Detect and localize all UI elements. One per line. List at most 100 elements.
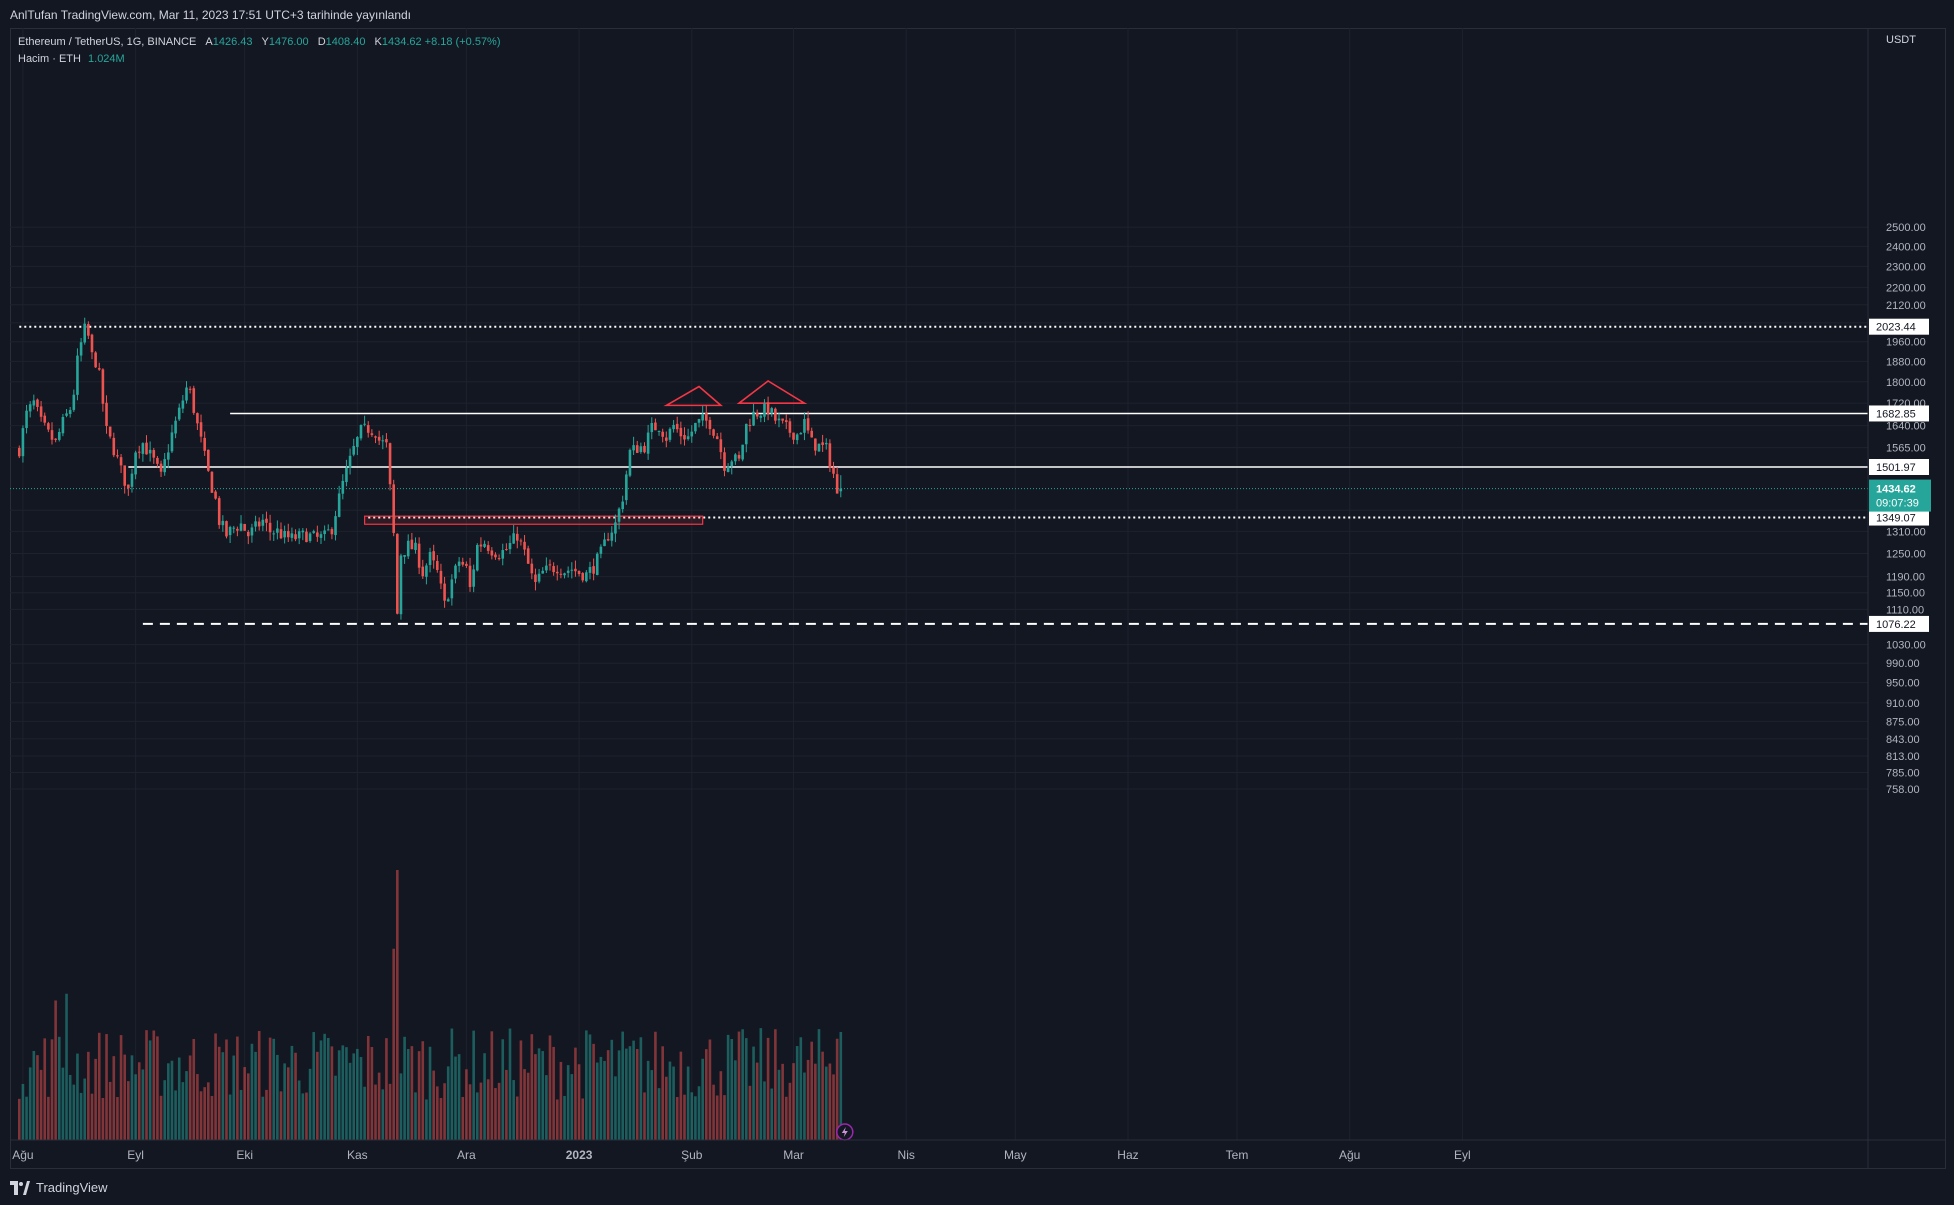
- price-tick-label: 2200.00: [1886, 282, 1926, 294]
- candle-body: [814, 438, 817, 451]
- volume-bar: [515, 1096, 519, 1140]
- volume-bar: [806, 1059, 810, 1140]
- volume-bar: [319, 1040, 323, 1140]
- candle-body: [588, 567, 592, 573]
- candle-body: [268, 522, 272, 533]
- candle-body: [254, 521, 257, 527]
- currency-label: USDT: [1886, 34, 1916, 46]
- candle-body: [835, 474, 839, 494]
- volume-bar: [334, 1075, 337, 1140]
- volume-bar: [297, 1080, 301, 1140]
- candle-body: [396, 533, 399, 614]
- candle-body: [806, 418, 810, 431]
- candle-body: [781, 418, 784, 421]
- candle-body: [457, 561, 461, 566]
- volume-bar: [454, 1056, 457, 1140]
- candle-body: [479, 544, 483, 547]
- volume-bar: [221, 1052, 225, 1140]
- volume-bar: [406, 1048, 410, 1140]
- volume-bar: [734, 1060, 737, 1140]
- volume-bar: [788, 1082, 792, 1140]
- candle-body: [21, 428, 25, 457]
- candle-body: [319, 534, 323, 538]
- level-price-label: 1349.07: [1876, 513, 1916, 525]
- candle-body: [839, 488, 843, 492]
- candle-body: [239, 523, 243, 531]
- price-tick-label: 1640.00: [1886, 421, 1926, 433]
- volume-bar: [316, 1051, 319, 1140]
- price-tick-label: 2120.00: [1886, 300, 1926, 312]
- candle-body: [654, 422, 657, 431]
- volume-bar: [177, 1057, 181, 1140]
- time-tick-label: Ağu: [1339, 1148, 1360, 1162]
- level-price-badge: [1869, 615, 1929, 632]
- volume-bar: [690, 1092, 694, 1140]
- volume-bar: [305, 1092, 308, 1140]
- price-tick-label: 1190.00: [1886, 572, 1925, 584]
- volume-bar: [585, 1030, 588, 1140]
- volume-bar: [665, 1076, 668, 1140]
- volume-bar: [370, 1047, 374, 1140]
- volume-bar: [817, 1029, 821, 1140]
- candle-body: [744, 423, 748, 445]
- level-price-badge: [1869, 458, 1929, 475]
- volume-bar: [512, 1080, 515, 1140]
- price-tick-label: 843.00: [1886, 734, 1920, 746]
- volume-bar: [537, 1048, 541, 1140]
- volume-label: Hacim · ETH: [18, 53, 81, 65]
- level-price-label: 1682.85: [1876, 408, 1916, 420]
- candle-body: [446, 599, 450, 602]
- candle-body: [432, 551, 435, 561]
- volume-bar: [290, 1045, 294, 1140]
- time-tick-label: Eki: [236, 1148, 253, 1162]
- candle-body: [465, 563, 468, 566]
- volume-bar: [588, 1034, 592, 1140]
- volume-bar: [701, 1058, 704, 1140]
- legend-volume-row: Hacim · ETH 1.024M: [18, 51, 501, 68]
- volume-bar: [523, 1069, 526, 1140]
- volume-bar: [39, 1069, 43, 1140]
- tradingview-logo-icon: [10, 1180, 30, 1195]
- candle-body: [599, 546, 603, 554]
- volume-bar: [530, 1034, 534, 1140]
- candle-body: [574, 568, 577, 572]
- volume-bar: [741, 1029, 744, 1140]
- candle-body: [661, 431, 664, 437]
- candle-body: [297, 531, 301, 539]
- candle-body: [316, 532, 319, 537]
- volume-bar: [792, 1063, 795, 1140]
- candle-body: [734, 454, 737, 462]
- volume-bar: [657, 1088, 661, 1140]
- candle-body: [232, 527, 236, 529]
- volume-value: 1.024M: [88, 53, 125, 65]
- volume-bar: [541, 1051, 545, 1140]
- publisher-info: AnlTufan TradingView.com, Mar 11, 2023 1…: [10, 8, 412, 22]
- time-tick-label: Tem: [1226, 1148, 1249, 1162]
- candle-body: [694, 422, 697, 432]
- volume-bar: [726, 1034, 730, 1140]
- candle-body: [832, 467, 835, 474]
- top-triangle-marker: [663, 385, 723, 407]
- volume-bar: [646, 1060, 650, 1140]
- volume-bar: [694, 1096, 697, 1140]
- volume-bar: [828, 1063, 832, 1140]
- volume-bar: [381, 1089, 385, 1140]
- candle-body: [763, 403, 766, 417]
- candle-body: [250, 527, 254, 536]
- volume-bar: [443, 1083, 446, 1140]
- volume-bar: [148, 1040, 152, 1140]
- open-value: 1426.43: [212, 36, 253, 48]
- candle-body: [563, 573, 566, 576]
- volume-bar: [337, 1050, 341, 1140]
- volume-bar: [770, 1088, 774, 1140]
- volume-bar: [32, 1050, 36, 1140]
- candle-body: [719, 439, 723, 453]
- volume-bar: [755, 1062, 759, 1140]
- volume-bar: [679, 1051, 683, 1140]
- level-price-label: 1501.97: [1876, 462, 1916, 474]
- footer-brand[interactable]: TradingView: [10, 1180, 108, 1195]
- candle-body: [541, 570, 545, 574]
- candle-body: [490, 550, 494, 556]
- candle-body: [690, 431, 694, 437]
